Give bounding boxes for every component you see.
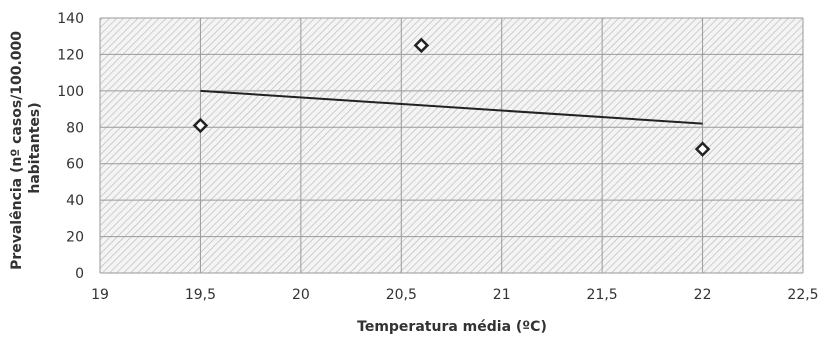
x-tick-label: 22 bbox=[694, 287, 712, 303]
y-axis-title-line-2: habitantes) bbox=[27, 102, 43, 193]
x-tick-label: 21 bbox=[493, 287, 511, 303]
data-point-diamond bbox=[413, 37, 430, 54]
y-tick-label: 80 bbox=[66, 120, 84, 136]
x-tick-label: 20,5 bbox=[386, 287, 417, 303]
x-tick-label: 21,5 bbox=[587, 287, 618, 303]
x-axis-title: Temperatura média (ºC) bbox=[357, 319, 547, 335]
trendline-group bbox=[200, 89, 703, 125]
y-tick-label: 100 bbox=[57, 84, 84, 100]
y-axis-title-line-1: Prevalência (nº casos/100.000 bbox=[9, 31, 25, 270]
x-axis-ticks: 19 19,5 20 20,5 21 21,5 22 22,5 bbox=[91, 287, 819, 303]
y-tick-label: 60 bbox=[66, 157, 84, 173]
y-tick-label: 40 bbox=[66, 193, 84, 209]
x-tick-label: 22,5 bbox=[787, 287, 818, 303]
y-axis-title: Prevalência (nº casos/100.000 habitantes… bbox=[9, 26, 43, 270]
trendline bbox=[200, 89, 703, 125]
gridlines bbox=[99, 17, 804, 274]
x-tick-label: 20 bbox=[292, 287, 310, 303]
x-tick-label: 19,5 bbox=[185, 287, 216, 303]
y-tick-label: 120 bbox=[57, 47, 84, 63]
plot-area bbox=[100, 18, 803, 273]
data-point-diamond bbox=[694, 141, 711, 157]
y-tick-label: 0 bbox=[75, 266, 84, 282]
y-tick-label: 20 bbox=[66, 230, 84, 246]
data-points bbox=[192, 37, 711, 157]
y-axis-ticks: 0 20 40 60 80 100 120 140 bbox=[57, 11, 84, 282]
data-point-diamond bbox=[192, 117, 209, 134]
x-tick-label: 19 bbox=[91, 287, 109, 303]
y-tick-label: 140 bbox=[57, 11, 84, 27]
